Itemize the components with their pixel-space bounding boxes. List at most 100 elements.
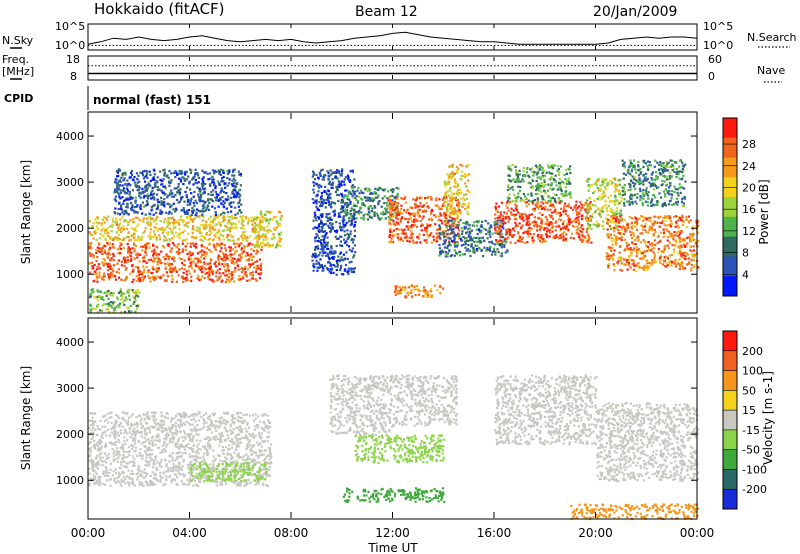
scatter-cell <box>233 216 236 219</box>
scatter-cell <box>409 217 412 220</box>
scatter-cell <box>343 218 346 221</box>
scatter-cell <box>159 228 162 231</box>
scatter-cell <box>401 216 404 219</box>
scatter-cell <box>501 243 504 246</box>
scatter-cell <box>389 223 392 226</box>
scatter-cell <box>422 210 426 213</box>
scatter-cell <box>313 184 316 187</box>
scatter-cell <box>560 190 563 193</box>
scatter-cell <box>227 195 230 198</box>
scatter-cell <box>600 206 604 209</box>
scatter-cell <box>199 238 202 241</box>
scatter-cell <box>202 225 205 228</box>
scatter-cell <box>587 238 590 241</box>
scatter-cell <box>377 194 380 197</box>
scatter-cell <box>161 211 164 214</box>
scatter-cell <box>586 233 589 236</box>
scatter-cell <box>204 187 207 190</box>
scatter-cell <box>679 249 682 252</box>
scatter-cell <box>605 217 608 220</box>
scatter-cell <box>499 235 502 238</box>
scatter-cell <box>117 181 120 184</box>
scatter-cell <box>552 236 555 239</box>
scatter-cell <box>589 215 592 218</box>
scatter-cell <box>545 223 548 226</box>
scatter-cell <box>135 253 138 256</box>
scatter-cell <box>509 241 512 244</box>
scatter-cell <box>399 219 402 222</box>
scatter-cell <box>459 178 462 181</box>
scatter-cell <box>215 199 218 202</box>
scatter-cell <box>170 189 173 192</box>
scatter-cell <box>126 179 129 182</box>
scatter-cell <box>320 194 324 197</box>
scatter-cell <box>98 242 101 245</box>
scatter-cell <box>121 174 124 177</box>
scatter-cell <box>262 218 265 221</box>
scatter-cell <box>580 231 584 234</box>
scatter-cell <box>462 197 465 200</box>
scatter-cell <box>160 203 163 206</box>
scatter-cell <box>185 211 188 214</box>
scatter-cell <box>141 201 144 204</box>
scatter-cell <box>691 238 694 241</box>
scatter-cell <box>530 200 533 203</box>
scatter-cell <box>662 250 665 253</box>
scatter-cell <box>151 196 154 199</box>
scatter-cell <box>536 187 539 190</box>
scatter-cell <box>468 191 471 194</box>
scatter-cell <box>527 228 530 231</box>
scatter-cell <box>131 189 135 192</box>
scatter-cell <box>480 224 483 227</box>
scatter-cell <box>397 187 400 190</box>
scatter-cell <box>518 189 521 192</box>
scatter-cell <box>96 277 99 280</box>
scatter-cell <box>330 245 333 249</box>
scatter-cell <box>226 169 229 173</box>
scatter-cell <box>355 195 358 198</box>
scatter-cell <box>242 224 245 227</box>
scatter-cell <box>354 196 357 199</box>
scatter-cell <box>367 210 370 213</box>
scatter-cell <box>230 260 233 263</box>
scatter-cell <box>168 262 171 265</box>
scatter-cell <box>214 224 217 227</box>
scatter-cell <box>268 245 271 248</box>
scatter-cell <box>337 215 340 218</box>
scatter-cell <box>204 237 207 241</box>
scatter-cell <box>577 235 581 239</box>
scatter-cell <box>320 185 323 188</box>
scatter-cell <box>110 257 113 260</box>
scatter-cell <box>374 196 377 199</box>
scatter-cell <box>135 186 138 189</box>
scatter-cell <box>133 233 136 236</box>
scatter-cell <box>496 210 499 213</box>
scatter-cell <box>319 258 322 261</box>
scatter-cell <box>316 266 319 269</box>
scatter-cell <box>101 278 104 281</box>
scatter-cell <box>553 193 557 196</box>
scatter-cell <box>515 213 518 216</box>
scatter-cell <box>415 196 418 199</box>
scatter-cell <box>316 207 319 210</box>
scatter-cell <box>133 181 136 184</box>
scatter-cell <box>346 229 349 232</box>
scatter-cell <box>575 219 578 222</box>
scatter-cell <box>134 184 137 187</box>
scatter-cell <box>692 225 695 228</box>
scatter-cell <box>416 288 420 291</box>
scatter-cell <box>177 253 180 256</box>
scatter-cell <box>130 197 133 200</box>
scatter-cell <box>198 196 201 199</box>
scatter-cell <box>514 221 517 224</box>
scatter-cell <box>117 226 120 229</box>
scatter-cell <box>663 215 666 218</box>
scatter-cell <box>95 225 98 228</box>
scatter-cell <box>343 269 346 272</box>
scatter-cell <box>625 241 628 244</box>
scatter-cell <box>156 198 159 201</box>
scatter-cell <box>448 240 451 243</box>
scatter-cell <box>235 182 238 185</box>
scatter-cell <box>626 268 629 271</box>
scatter-cell <box>662 236 665 239</box>
